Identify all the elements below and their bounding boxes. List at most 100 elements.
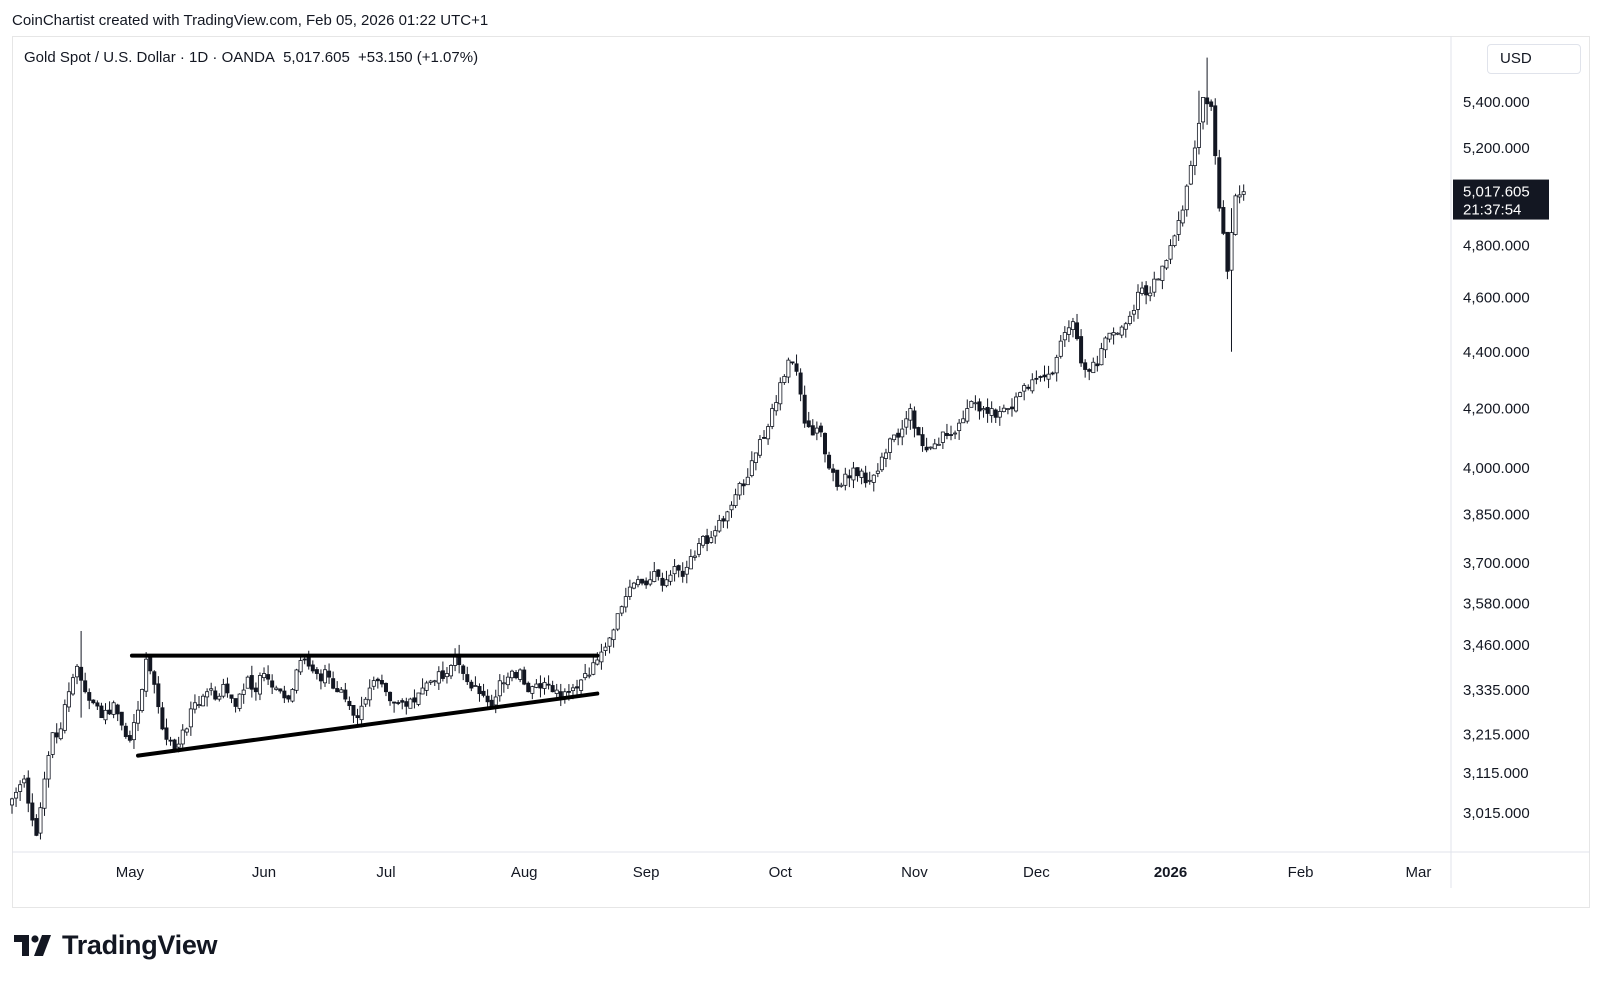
candle-body bbox=[790, 361, 795, 364]
candle bbox=[91, 699, 96, 705]
candle-body bbox=[969, 401, 974, 408]
candle-body bbox=[144, 658, 149, 692]
candle-body bbox=[949, 434, 954, 436]
time-tick-label: Nov bbox=[901, 864, 928, 881]
candle-body bbox=[1148, 292, 1153, 297]
candle-body bbox=[721, 518, 726, 522]
candle bbox=[79, 630, 84, 718]
candle bbox=[509, 669, 514, 682]
candle-body bbox=[818, 425, 823, 433]
candle bbox=[981, 406, 986, 418]
candle-body bbox=[1127, 315, 1132, 324]
candle-body bbox=[416, 692, 421, 705]
candle bbox=[314, 667, 319, 680]
candle-body bbox=[1042, 374, 1047, 378]
candle bbox=[721, 515, 726, 528]
candle bbox=[558, 683, 563, 707]
candle-body bbox=[286, 695, 291, 700]
candle-body bbox=[245, 676, 250, 689]
candle bbox=[1131, 304, 1136, 322]
candle-body bbox=[778, 382, 783, 405]
candle-body bbox=[302, 658, 307, 661]
candle bbox=[1196, 90, 1201, 155]
candle bbox=[14, 787, 19, 807]
candle bbox=[38, 802, 43, 840]
candle-body bbox=[546, 683, 551, 686]
candle-body bbox=[70, 677, 75, 695]
candle bbox=[140, 688, 145, 713]
candle-body bbox=[1009, 406, 1014, 410]
candle bbox=[396, 700, 401, 706]
candle-body bbox=[526, 682, 531, 693]
candle bbox=[997, 406, 1002, 426]
price-tick-label: 4,000.000 bbox=[1463, 460, 1530, 477]
candle bbox=[932, 438, 937, 450]
candle bbox=[1075, 313, 1080, 341]
candle bbox=[944, 423, 949, 440]
candle-body bbox=[745, 476, 750, 486]
candle bbox=[62, 699, 67, 734]
support-line[interactable] bbox=[136, 691, 600, 758]
candle bbox=[912, 406, 917, 438]
candle bbox=[599, 643, 604, 670]
candle bbox=[680, 562, 685, 583]
candle bbox=[1135, 284, 1140, 319]
candle-body bbox=[957, 422, 962, 432]
candle bbox=[213, 686, 218, 701]
candle bbox=[611, 628, 616, 648]
candle-body bbox=[851, 467, 856, 481]
candle bbox=[9, 797, 14, 814]
currency-selector[interactable]: USD bbox=[1487, 44, 1581, 74]
candle-body bbox=[1058, 340, 1063, 357]
candle bbox=[908, 403, 913, 430]
candle bbox=[522, 666, 527, 686]
candle-body bbox=[436, 671, 441, 684]
candle-body bbox=[152, 671, 157, 685]
candle bbox=[1176, 211, 1181, 241]
candle bbox=[1103, 336, 1108, 359]
candle-body bbox=[469, 681, 474, 689]
candle bbox=[22, 774, 27, 788]
candle bbox=[241, 683, 246, 704]
candle-body bbox=[136, 709, 141, 724]
candle bbox=[131, 713, 136, 749]
candle-body bbox=[1014, 396, 1019, 412]
candle bbox=[1091, 357, 1096, 374]
candle-body bbox=[505, 676, 510, 686]
candle bbox=[709, 530, 714, 544]
candle bbox=[30, 793, 35, 827]
price-tick-label: 4,600.000 bbox=[1463, 290, 1530, 307]
candle bbox=[896, 428, 901, 446]
candle-body bbox=[762, 437, 767, 439]
candle bbox=[180, 724, 185, 748]
candle bbox=[432, 679, 437, 687]
candle-body bbox=[1225, 231, 1230, 272]
candle bbox=[713, 525, 718, 544]
candle bbox=[294, 668, 299, 694]
candle-body bbox=[1091, 361, 1096, 374]
candle-body bbox=[741, 483, 746, 487]
price-tick-label: 5,400.000 bbox=[1463, 94, 1530, 111]
candle bbox=[729, 501, 734, 518]
candle bbox=[904, 410, 909, 435]
candle-body bbox=[859, 470, 864, 478]
candle-body bbox=[156, 683, 161, 708]
candle-body bbox=[363, 698, 368, 705]
candle-body bbox=[99, 705, 104, 719]
candle bbox=[660, 572, 665, 592]
candle-body bbox=[1233, 195, 1238, 235]
candle-body bbox=[485, 695, 490, 703]
candle-body bbox=[1034, 377, 1039, 380]
tradingview-logo[interactable]: TradingView bbox=[14, 930, 218, 961]
candle-body bbox=[140, 689, 145, 711]
candle bbox=[1168, 239, 1173, 265]
candle bbox=[953, 430, 958, 440]
candle bbox=[892, 434, 897, 443]
candle bbox=[749, 451, 754, 478]
candle bbox=[794, 354, 799, 376]
candle bbox=[416, 692, 421, 707]
candle-body bbox=[400, 700, 405, 703]
candle bbox=[1079, 329, 1084, 367]
candle-body bbox=[209, 688, 214, 691]
